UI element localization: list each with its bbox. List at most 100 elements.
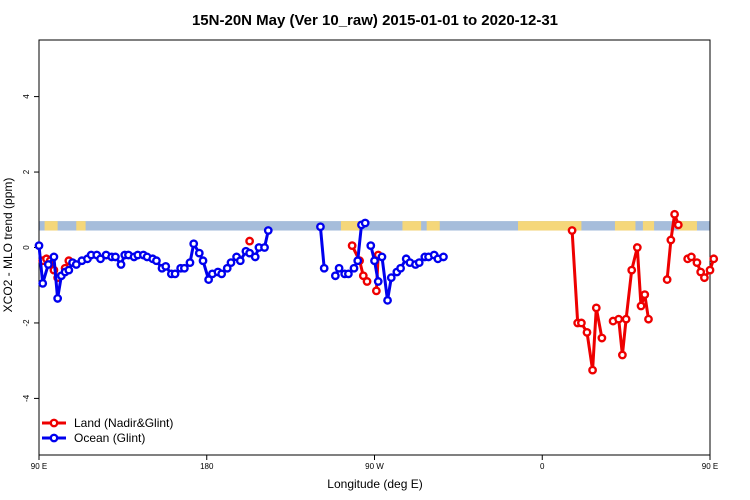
- data-point: [347, 241, 357, 251]
- data-point: [217, 269, 227, 279]
- data-point: [235, 256, 245, 266]
- data-point: [198, 256, 208, 266]
- data-point: [370, 256, 379, 266]
- data-point: [263, 226, 273, 235]
- land-band: [426, 221, 440, 231]
- data-point: [64, 265, 74, 275]
- data-point: [204, 275, 214, 284]
- data-point: [358, 271, 368, 281]
- data-point: [686, 252, 696, 262]
- legend: Land (Nadir&Glint)Ocean (Glint): [42, 416, 173, 445]
- x-tick-label: 90 E: [702, 462, 718, 471]
- legend-label: Land (Nadir&Glint): [74, 416, 173, 430]
- data-point: [414, 258, 424, 267]
- data-point: [383, 295, 392, 305]
- data-point: [591, 303, 601, 313]
- data-point: [96, 254, 105, 264]
- data-point: [250, 252, 260, 262]
- data-point: [38, 278, 48, 288]
- data-point: [49, 252, 59, 262]
- data-point: [222, 263, 232, 273]
- land-band: [76, 221, 86, 231]
- data-point: [373, 277, 383, 286]
- data-point: [371, 286, 381, 296]
- data-point: [666, 235, 676, 245]
- y-tick-label: -4: [22, 394, 31, 402]
- data-point: [71, 260, 81, 269]
- land-band: [518, 221, 582, 231]
- x-axis: 90 E 180 90 W 0 90 E: [31, 455, 718, 471]
- data-point: [330, 271, 340, 281]
- legend-label: Ocean (Glint): [74, 431, 145, 445]
- data-point: [439, 252, 448, 262]
- data-point: [621, 314, 631, 324]
- land-band: [614, 221, 636, 231]
- legend-marker: [49, 433, 59, 443]
- y-tick-label: 0: [22, 245, 31, 250]
- data-point: [189, 239, 199, 249]
- plot-series: [34, 209, 719, 375]
- series-line: [665, 212, 680, 280]
- data-point: [53, 294, 63, 303]
- x-tick-label: 180: [200, 462, 214, 471]
- land-band: [340, 221, 360, 231]
- data-point: [673, 220, 683, 230]
- land-band: [44, 221, 58, 231]
- data-point: [627, 265, 637, 275]
- x-tick-label: 90 E: [31, 462, 47, 471]
- data-point: [185, 258, 195, 267]
- data-point: [640, 290, 650, 300]
- data-point: [226, 258, 236, 267]
- data-point: [709, 254, 719, 264]
- data-point: [152, 256, 161, 266]
- y-tick-label: 2: [22, 169, 31, 174]
- data-point: [597, 333, 607, 343]
- data-point: [582, 327, 592, 337]
- data-point: [245, 236, 255, 246]
- data-point: [670, 209, 679, 219]
- data-point: [377, 252, 387, 262]
- data-point: [170, 269, 180, 279]
- land-band: [678, 221, 697, 231]
- data-point: [111, 252, 120, 262]
- data-point: [349, 263, 359, 273]
- data-point: [644, 314, 653, 324]
- data-point: [34, 241, 44, 251]
- data-point: [632, 243, 642, 252]
- y-tick-label: -2: [22, 319, 31, 327]
- x-axis-label: Longitude (deg E): [327, 477, 422, 491]
- data-point: [179, 263, 189, 273]
- x-tick-label: 0: [540, 462, 545, 471]
- data-point: [116, 260, 126, 269]
- data-point: [662, 275, 672, 284]
- data-point: [700, 273, 709, 283]
- data-point: [319, 263, 329, 273]
- data-point: [614, 314, 624, 324]
- series-land: [38, 209, 719, 375]
- y-axis-label: XCO2 - MLO trend (ppm): [1, 178, 15, 313]
- y-tick-label: 4: [22, 94, 31, 99]
- data-point: [588, 365, 597, 375]
- data-point: [161, 261, 171, 271]
- data-point: [366, 241, 376, 251]
- chart-title: 15N-20N May (Ver 10_raw) 2015-01-01 to 2…: [192, 12, 558, 29]
- ocean-band: [39, 221, 710, 231]
- data-point: [705, 265, 715, 275]
- series-ocean: [34, 218, 448, 305]
- series-line: [570, 230, 604, 372]
- data-point: [194, 248, 204, 258]
- data-point: [245, 248, 255, 258]
- land-band: [402, 221, 422, 231]
- data-point: [362, 277, 372, 286]
- data-point: [396, 263, 405, 273]
- data-point: [43, 260, 53, 269]
- data-point: [692, 258, 702, 267]
- data-point: [344, 269, 353, 279]
- data-point: [576, 318, 586, 328]
- land-band: [642, 221, 655, 231]
- data-point: [353, 256, 363, 266]
- data-point: [334, 263, 344, 273]
- data-point: [316, 222, 325, 232]
- data-point: [696, 267, 706, 277]
